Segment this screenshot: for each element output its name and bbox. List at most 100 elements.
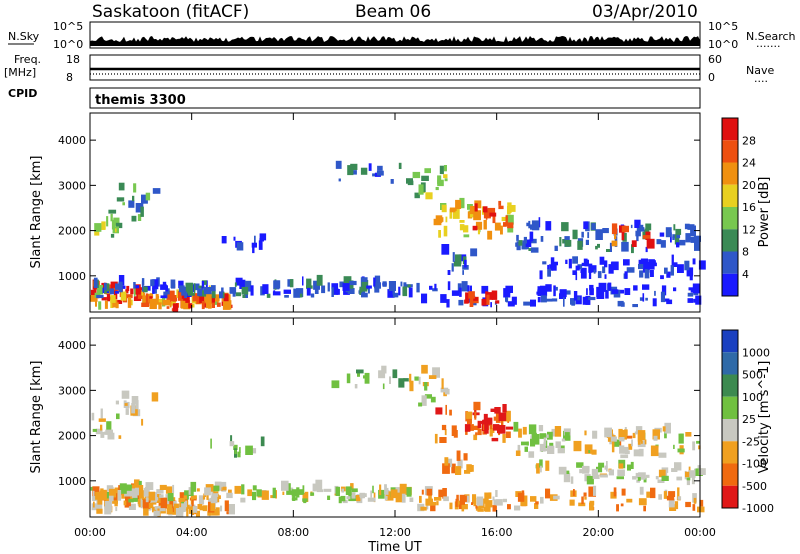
heatmap-cell [135,487,139,496]
heatmap-cell [92,490,95,501]
heatmap-cell [466,411,473,419]
heatmap-cell [430,505,436,512]
heatmap-cell [602,266,606,274]
heatmap-cell [359,286,363,295]
heatmap-cell [407,284,411,288]
heatmap-cell [403,378,409,382]
heatmap-cell [113,289,118,300]
heatmap-cell [537,289,545,295]
x-tick-label: 08:00 [277,526,309,539]
heatmap-cell [298,489,304,495]
heatmap-cell [627,464,631,471]
heatmap-cell [563,473,571,483]
heatmap-cell [657,479,665,483]
heatmap-cell [486,294,490,305]
heatmap-cell [509,205,516,212]
heatmap-cell [234,485,242,494]
heatmap-cell [639,270,644,278]
heatmap-cell [306,285,311,296]
heatmap-cell [119,483,127,494]
heatmap-cell [266,293,271,298]
heatmap-cell [485,507,491,512]
heatmap-cell [539,270,543,280]
heatmap-cell [619,438,622,449]
heatmap-cell [252,491,257,501]
heatmap-cell [655,476,659,480]
heatmap-cell [575,265,580,271]
nsky-strip-frame [89,21,701,49]
heatmap-cell [379,484,382,496]
heatmap-cell [133,183,137,193]
heatmap-cell [642,293,645,302]
heatmap-cell [446,299,450,308]
nsky-trace [90,36,700,46]
velocity-colorbar: 1000 500 100 25 -25 -100 -500 -1000 [721,329,774,515]
heatmap-cell [507,202,512,213]
heatmap-cell [638,498,647,506]
heatmap-cell [126,285,130,292]
heatmap-cell [106,485,114,492]
heatmap-cell [159,508,166,512]
heatmap-cell [159,484,167,490]
heatmap-cell [403,282,407,290]
heatmap-cell [181,294,186,305]
heatmap-cell [498,205,504,210]
heatmap-cell [495,300,500,304]
heatmap-cell [131,215,137,222]
heatmap-cell [588,270,592,279]
heatmap-cell [477,428,482,436]
heatmap-cell [474,200,482,209]
heatmap-cell [118,275,125,286]
heatmap-cell [697,506,705,513]
heatmap-cell [345,486,352,495]
heatmap-cell [618,463,624,469]
heatmap-cell [312,483,317,492]
heatmap-cell [449,209,453,219]
heatmap-cell [577,240,583,250]
heatmap-cell [398,162,402,169]
heatmap-cell [374,275,381,286]
heatmap-cell [221,236,227,244]
heatmap-cell [663,491,668,499]
heatmap-cell [553,495,560,500]
heatmap-cell [530,438,536,447]
heatmap-cell [103,282,107,293]
heatmap-cell [188,487,191,495]
heatmap-cell [125,484,132,491]
heatmap-cell [414,192,420,199]
heatmap-cell [162,499,165,506]
colorbar-frame [721,117,739,297]
power-colorbar: 4 8 12 16 20 24 28 [721,117,756,297]
heatmap-cell [206,492,209,500]
power-colorbar-label: Power [dB] [757,177,772,248]
heatmap-cell [559,237,562,247]
heatmap-cell [153,510,160,516]
heatmap-cell [421,175,429,181]
heatmap-cell [469,298,474,307]
heatmap-cell [624,427,627,432]
heatmap-cell [624,288,631,295]
heatmap-cell [420,506,427,511]
heatmap-cell [92,496,97,501]
freq-strip-frame [89,54,701,81]
heatmap-cell [93,277,98,289]
heatmap-cell [658,452,667,458]
heatmap-cell [368,163,372,171]
y-tick-label: 4000 [58,339,86,352]
heatmap-cell [129,493,132,496]
heatmap-cell [94,223,102,232]
heatmap-cell [172,295,177,302]
heatmap-cell [426,488,433,496]
heatmap-cell [245,445,253,455]
heatmap-cell [623,259,630,266]
heatmap-cell [314,285,319,294]
x-tick-label: 04:00 [176,526,208,539]
heatmap-cell [474,411,477,420]
heatmap-cell [523,301,531,306]
heatmap-cell [211,285,216,292]
heatmap-cell [674,501,679,510]
heatmap-cell [638,264,644,270]
heatmap-cell [652,429,660,440]
heatmap-cell [444,388,450,395]
heatmap-cell [363,375,366,379]
